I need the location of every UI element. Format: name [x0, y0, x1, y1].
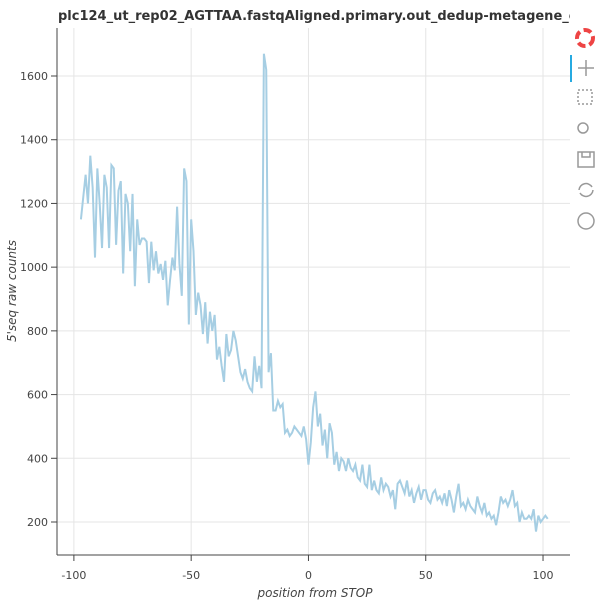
data-line: [79, 53, 549, 532]
x-tick-label: 50: [419, 569, 433, 582]
y-tick-label: 400: [27, 452, 48, 465]
y-axis-label: 5'seq raw counts: [5, 240, 19, 342]
x-axis-label: position from STOP: [257, 586, 374, 600]
help-tool[interactable]: [577, 212, 595, 230]
box-zoom-tool[interactable]: [577, 89, 593, 105]
y-tick-label: 1000: [20, 261, 48, 274]
toolbar: [570, 28, 595, 230]
y-tick-label: 1200: [20, 197, 48, 210]
save-tool[interactable]: [577, 151, 595, 168]
x-tick-label: 0: [305, 569, 312, 582]
x-tick-label: -50: [182, 569, 200, 582]
chart-title: plc124_ut_rep02_AGTTAA.fastqAligned.prim…: [58, 9, 600, 24]
pan-tool[interactable]: [578, 60, 594, 76]
y-tick-label: 600: [27, 389, 48, 402]
y-tick-label: 1600: [20, 70, 48, 83]
y-tick-label: 800: [27, 325, 48, 338]
bokeh-logo[interactable]: [575, 28, 595, 48]
y-tick-label: 1400: [20, 134, 48, 147]
reset-tool[interactable]: [578, 182, 594, 198]
x-tick-label: 100: [533, 569, 554, 582]
y-tick-label: 200: [27, 516, 48, 529]
wheel-zoom-tool[interactable]: [577, 122, 589, 134]
x-tick-label: -100: [61, 569, 86, 582]
